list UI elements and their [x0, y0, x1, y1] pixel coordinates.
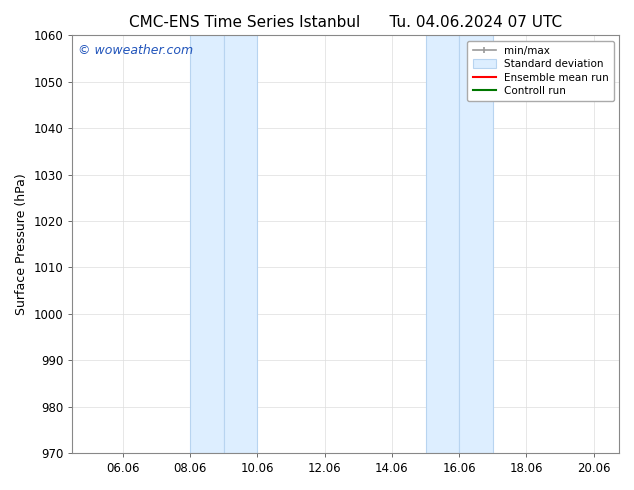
Title: CMC-ENS Time Series Istanbul      Tu. 04.06.2024 07 UTC: CMC-ENS Time Series Istanbul Tu. 04.06.2… [129, 15, 562, 30]
Bar [425, 35, 459, 453]
Legend: min/max, Standard deviation, Ensemble mean run, Controll run: min/max, Standard deviation, Ensemble me… [467, 41, 614, 101]
Y-axis label: Surface Pressure (hPa): Surface Pressure (hPa) [15, 173, 28, 315]
Bar [190, 35, 224, 453]
Text: © woweather.com: © woweather.com [78, 44, 193, 57]
Bar [224, 35, 257, 453]
Bar [459, 35, 493, 453]
